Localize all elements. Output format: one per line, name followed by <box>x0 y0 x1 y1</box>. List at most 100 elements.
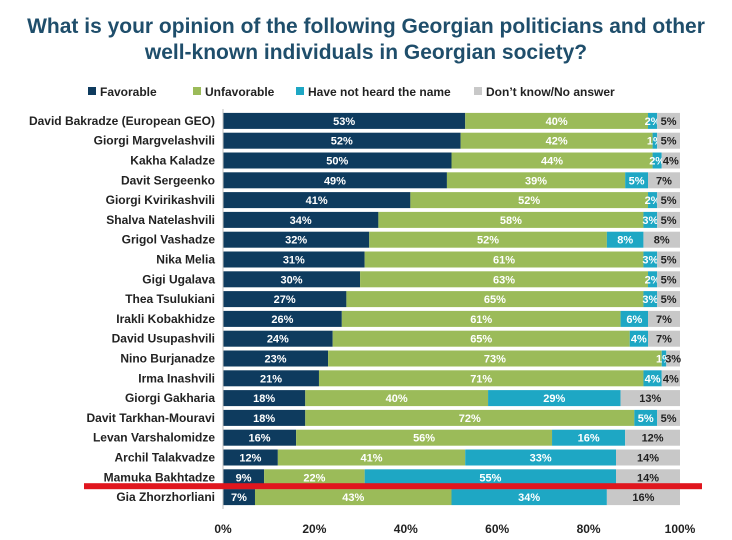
data-label-unfavorable-archil-talakvadze: 41% <box>361 453 383 465</box>
data-label-favorable-archil-talakvadze: 12% <box>239 453 261 465</box>
data-label-favorable-giorgi-kvirikashvili: 41% <box>306 195 328 207</box>
category-label-gia-zhorzhorliani: Gia Zhorzhorliani <box>116 490 215 504</box>
bar-have-not-heard-the-name-thea-tsulukiani <box>643 291 658 308</box>
category-label-david-usupashvili: David Usupashvili <box>112 332 215 346</box>
data-label-don-t-know-no-answer-nika-melia: 5% <box>661 255 677 267</box>
bar-don-t-know-no-answer-kakha-kaladze <box>661 152 680 169</box>
bar-favorable-shalva-natelashvili <box>223 211 379 228</box>
bar-don-t-know-no-answer-david-usupashvili <box>648 330 680 347</box>
bar-have-not-heard-the-name-levan-varshalomidze <box>552 429 626 446</box>
category-label-nika-melia: Nika Melia <box>156 253 215 267</box>
data-label-have-not-heard-the-name-levan-varshalomidze: 16% <box>578 433 600 445</box>
bar-have-not-heard-the-name-davit-sergeenko <box>625 172 649 189</box>
data-label-unfavorable-giorgi-gakharia: 40% <box>386 393 408 405</box>
category-label-davit-tarkhan-mouravi: Davit Tarkhan-Mouravi <box>87 411 215 425</box>
bar-don-t-know-no-answer-david-bakradze-european-geo <box>657 112 680 129</box>
data-label-have-not-heard-the-name-giorgi-gakharia: 29% <box>543 393 565 405</box>
x-tick-label-0: 0% <box>214 522 232 536</box>
data-label-have-not-heard-the-name-kakha-kaladze: 2% <box>649 156 665 168</box>
data-label-unfavorable-shalva-natelashvili: 58% <box>500 215 522 227</box>
legend-label-dont-know: Don’t know/No answer <box>486 85 615 99</box>
legend-swatch-dont-know <box>474 87 482 95</box>
data-label-unfavorable-nika-melia: 61% <box>493 255 515 267</box>
data-label-don-t-know-no-answer-nino-burjanadze: 3% <box>665 354 681 366</box>
data-label-favorable-david-bakradze-european-geo: 53% <box>333 116 355 128</box>
data-label-favorable-gia-zhorzhorliani: 7% <box>231 492 247 504</box>
data-label-favorable-irakli-kobakhidze: 26% <box>271 314 293 326</box>
data-label-have-not-heard-the-name-gigi-ugalava: 2% <box>645 274 661 286</box>
category-label-mamuka-bakhtadze: Mamuka Bakhtadze <box>104 470 216 484</box>
data-label-favorable-davit-sergeenko: 49% <box>324 175 346 187</box>
x-tick-label-60: 60% <box>485 522 509 536</box>
x-tick-label-100: 100% <box>665 522 696 536</box>
category-label-david-bakradze-european-geo: David Bakradze (European GEO) <box>29 114 215 128</box>
data-label-unfavorable-gigi-ugalava: 63% <box>493 274 515 286</box>
category-label-grigol-vashadze: Grigol Vashadze <box>122 233 216 247</box>
chart-title-line-2: well-known individuals in Georgian socie… <box>144 41 588 64</box>
bar-have-not-heard-the-name-nino-burjanadze <box>661 350 667 367</box>
bar-unfavorable-gigi-ugalava <box>360 271 649 288</box>
bar-favorable-mamuka-bakhtadze <box>223 469 265 486</box>
bar-have-not-heard-the-name-gigi-ugalava <box>648 271 658 288</box>
data-label-have-not-heard-the-name-nika-melia: 3% <box>642 255 658 267</box>
data-label-unfavorable-giorgi-kvirikashvili: 52% <box>518 195 540 207</box>
category-label-giorgi-gakharia: Giorgi Gakharia <box>125 391 215 405</box>
bar-favorable-giorgi-gakharia <box>223 390 306 407</box>
data-label-favorable-giorgi-margvelashvili: 52% <box>331 136 353 148</box>
data-label-don-t-know-no-answer-davit-tarkhan-mouravi: 5% <box>661 413 677 425</box>
legend-swatch-unfavorable <box>193 87 201 95</box>
data-label-unfavorable-thea-tsulukiani: 65% <box>484 294 506 306</box>
data-label-don-t-know-no-answer-davit-sergeenko: 7% <box>656 175 672 187</box>
data-label-have-not-heard-the-name-grigol-vashadze: 8% <box>617 235 633 247</box>
bar-don-t-know-no-answer-davit-tarkhan-mouravi <box>657 409 680 426</box>
data-label-unfavorable-mamuka-bakhtadze: 22% <box>303 472 325 484</box>
bar-favorable-thea-tsulukiani <box>223 291 347 308</box>
bar-have-not-heard-the-name-david-bakradze-european-geo <box>648 112 658 129</box>
legend-label-not-heard: Have not heard the name <box>308 85 451 99</box>
data-label-don-t-know-no-answer-irakli-kobakhidze: 7% <box>656 314 672 326</box>
bar-don-t-know-no-answer-shalva-natelashvili <box>657 211 680 228</box>
bar-unfavorable-mamuka-bakhtadze <box>264 469 365 486</box>
category-label-shalva-natelashvili: Shalva Natelashvili <box>106 213 215 227</box>
data-label-favorable-david-usupashvili: 24% <box>267 334 289 346</box>
data-label-favorable-thea-tsulukiani: 27% <box>274 294 296 306</box>
bar-unfavorable-levan-varshalomidze <box>296 429 553 446</box>
data-label-don-t-know-no-answer-david-usupashvili: 7% <box>656 334 672 346</box>
category-label-irma-inashvili: Irma Inashvili <box>138 371 215 385</box>
data-label-favorable-mamuka-bakhtadze: 9% <box>236 472 252 484</box>
bar-have-not-heard-the-name-giorgi-gakharia <box>488 390 621 407</box>
bar-unfavorable-grigol-vashadze <box>369 231 607 248</box>
category-label-levan-varshalomidze: Levan Varshalomidze <box>93 431 215 445</box>
bar-favorable-gia-zhorzhorliani <box>223 489 255 506</box>
bar-don-t-know-no-answer-levan-varshalomidze <box>625 429 680 446</box>
category-label-kakha-kaladze: Kakha Kaladze <box>130 154 215 168</box>
bar-favorable-nika-melia <box>223 251 365 268</box>
data-label-have-not-heard-the-name-gia-zhorzhorliani: 34% <box>518 492 540 504</box>
data-label-unfavorable-irma-inashvili: 71% <box>470 373 492 385</box>
legend-item-favorable: Favorable <box>88 84 157 100</box>
bar-have-not-heard-the-name-nika-melia <box>643 251 658 268</box>
bar-don-t-know-no-answer-giorgi-margvelashvili <box>657 132 680 149</box>
bar-favorable-irakli-kobakhidze <box>223 310 342 327</box>
legend-item-not-heard: Have not heard the name <box>296 84 451 100</box>
data-label-don-t-know-no-answer-irma-inashvili: 4% <box>663 373 679 385</box>
data-label-don-t-know-no-answer-kakha-kaladze: 4% <box>663 156 679 168</box>
legend-label-unfavorable: Unfavorable <box>205 85 275 99</box>
data-label-favorable-kakha-kaladze: 50% <box>326 156 348 168</box>
bar-have-not-heard-the-name-mamuka-bakhtadze <box>364 469 617 486</box>
bar-don-t-know-no-answer-gia-zhorzhorliani <box>606 489 680 506</box>
bar-have-not-heard-the-name-irma-inashvili <box>643 370 662 387</box>
data-label-have-not-heard-the-name-irakli-kobakhidze: 6% <box>626 314 642 326</box>
bar-favorable-giorgi-kvirikashvili <box>223 192 411 209</box>
bar-unfavorable-nino-burjanadze <box>328 350 662 367</box>
legend-item-unfavorable: Unfavorable <box>193 84 274 100</box>
data-label-have-not-heard-the-name-david-usupashvili: 4% <box>631 334 647 346</box>
data-label-have-not-heard-the-name-archil-talakvadze: 33% <box>530 453 552 465</box>
bar-unfavorable-shalva-natelashvili <box>378 211 644 228</box>
data-label-favorable-gigi-ugalava: 30% <box>281 274 303 286</box>
bar-don-t-know-no-answer-gigi-ugalava <box>657 271 680 288</box>
data-label-favorable-nika-melia: 31% <box>283 255 305 267</box>
bar-unfavorable-david-usupashvili <box>332 330 630 347</box>
data-label-unfavorable-davit-tarkhan-mouravi: 72% <box>459 413 481 425</box>
legend-swatch-not-heard <box>296 87 304 95</box>
